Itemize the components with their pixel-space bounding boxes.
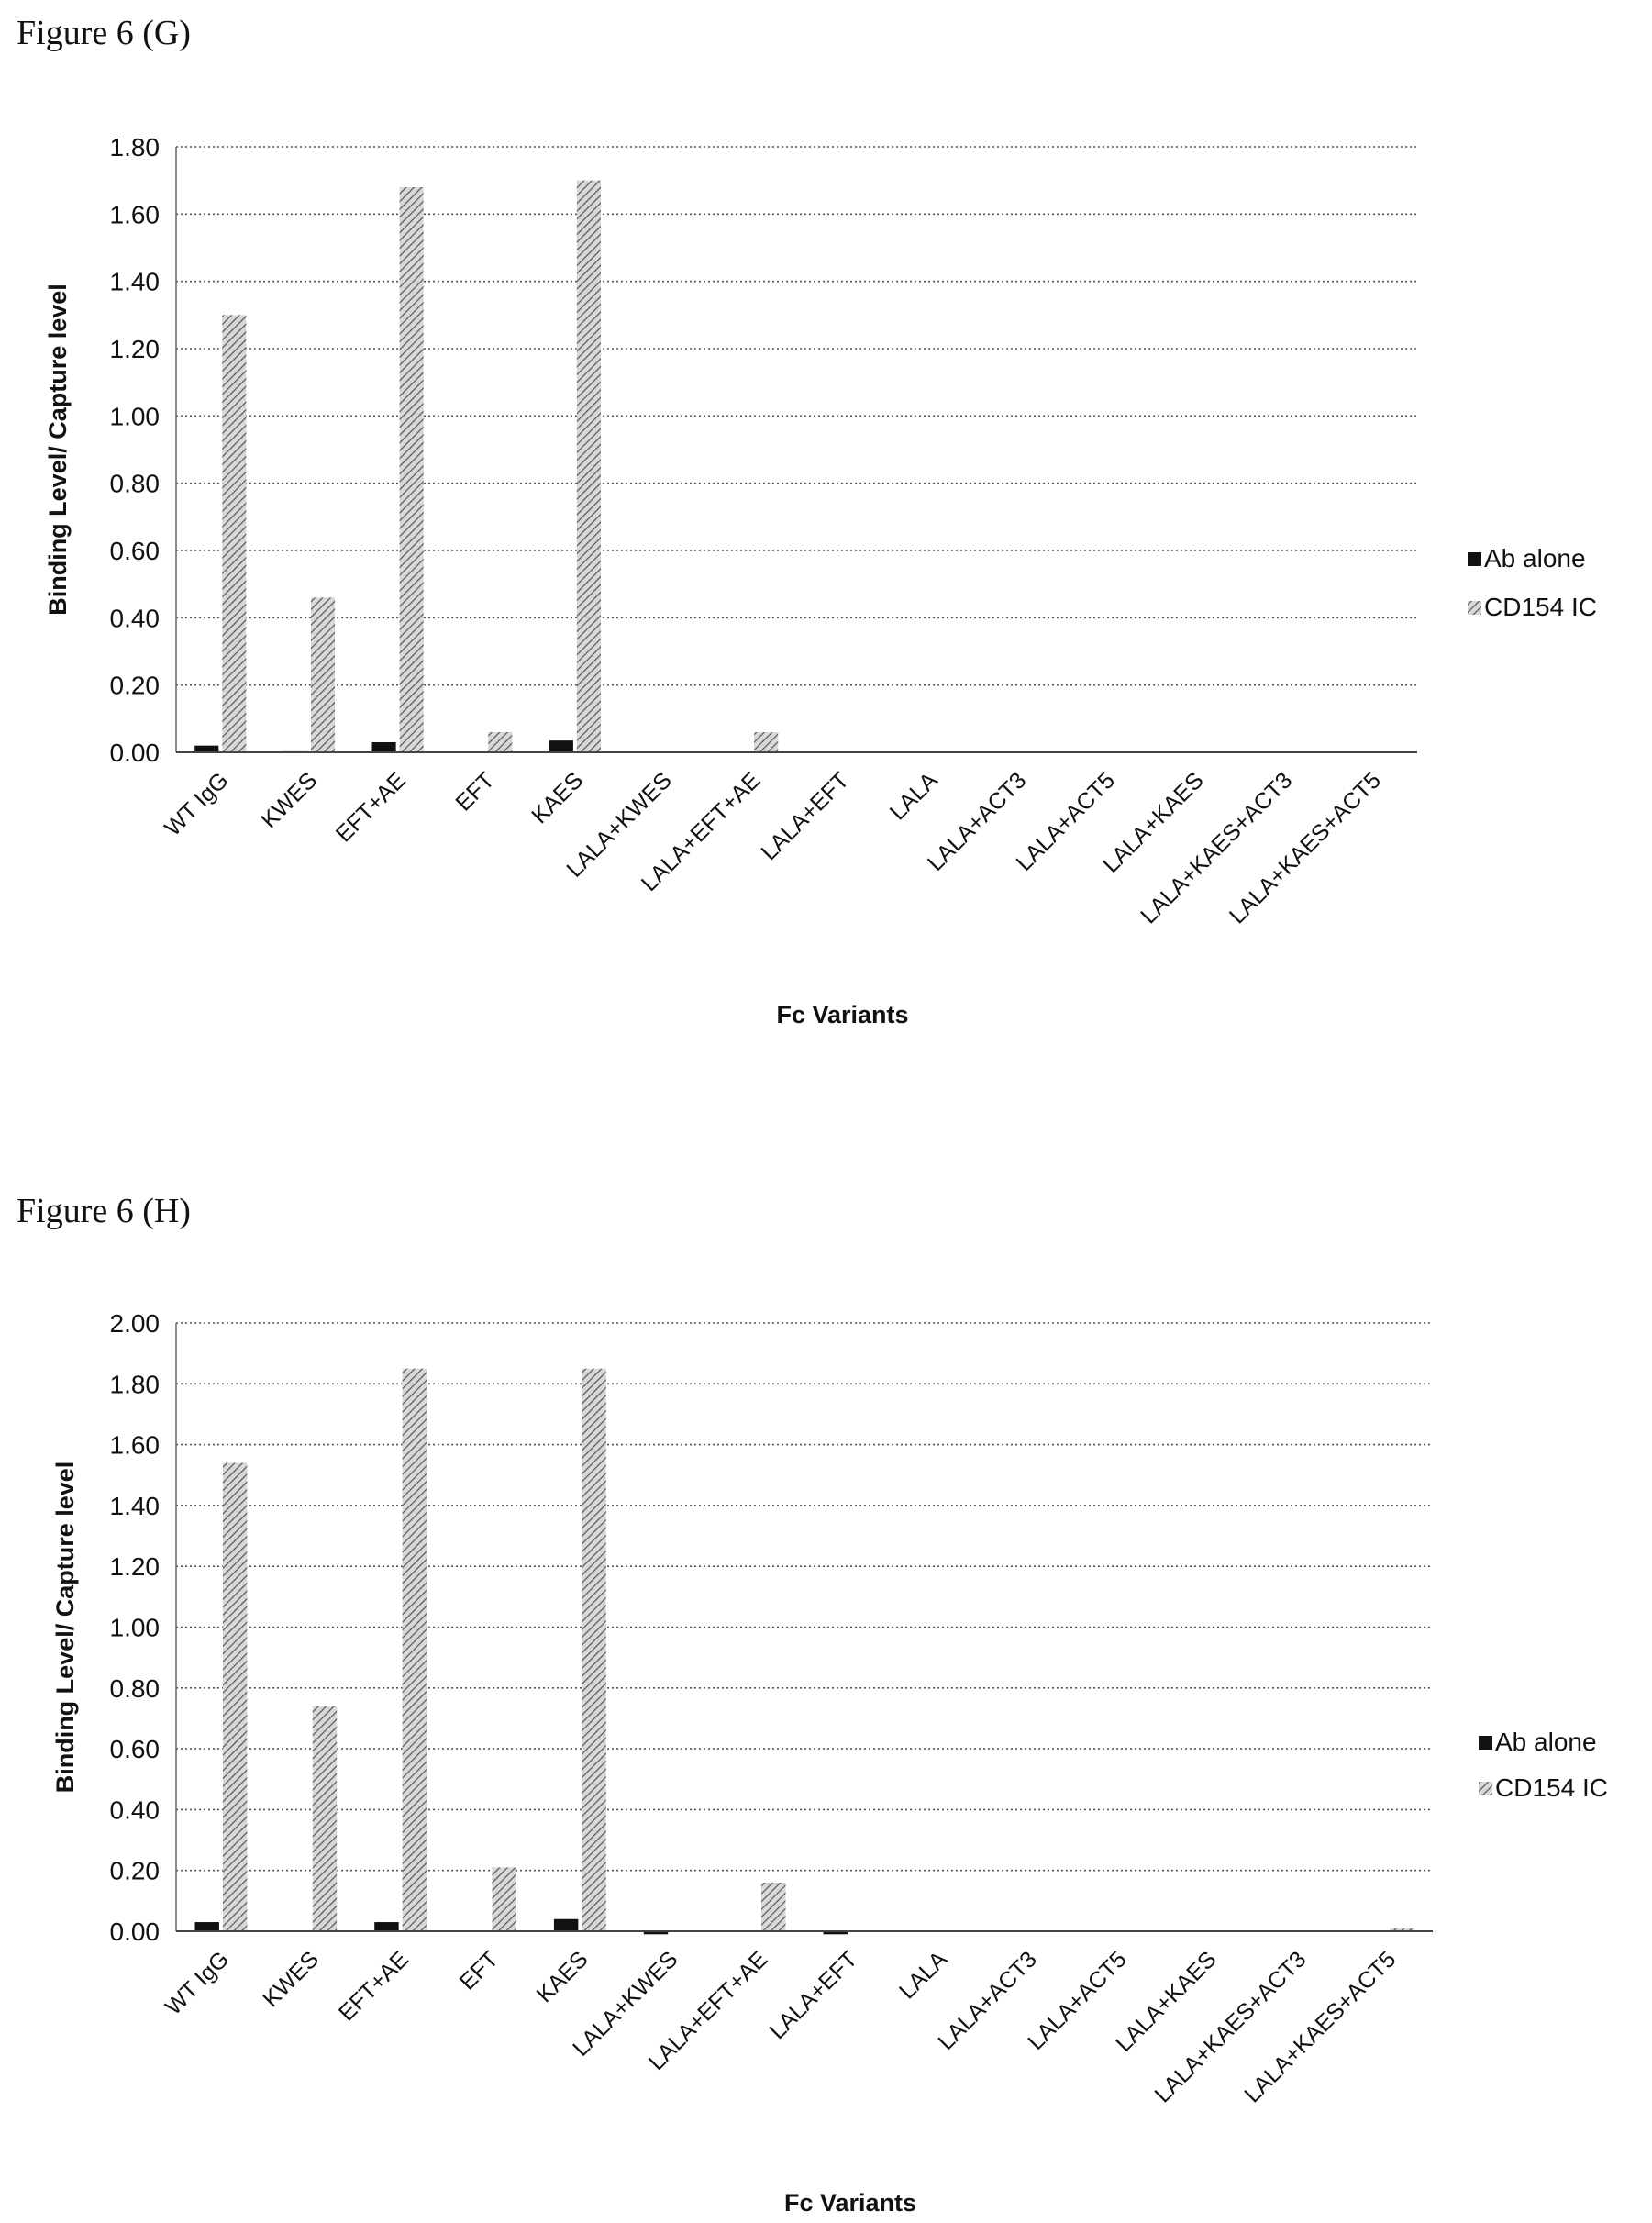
bar-cd154-ic <box>402 1368 427 1931</box>
legend-label-ab-alone: Ab alone <box>1495 1728 1597 1756</box>
bar-cd154-ic <box>488 732 513 752</box>
bar-ab-alone <box>553 1918 579 1931</box>
y-axis-title: Binding Level/ Capture level <box>51 1462 79 1794</box>
x-tick-label: KWES <box>256 767 322 833</box>
x-tick-label: KWES <box>258 1946 324 2012</box>
x-tick-label: LALA <box>894 1946 952 2004</box>
x-axis-title: Fc Variants <box>776 1001 908 1028</box>
y-tick-label: 1.00 <box>110 402 161 430</box>
bar-ab-alone <box>823 1931 848 1935</box>
y-tick-label: 1.80 <box>110 1370 161 1398</box>
legend-label-cd154-ic: CD154 IC <box>1484 593 1597 621</box>
chart-g: 0.00 0.20 0.40 0.60 0.80 1.00 1.20 1.40 1.60 1.80… <box>44 133 1597 1028</box>
x-tick-label: KAES <box>527 767 588 828</box>
y-tick-label: 0.60 <box>110 1735 161 1763</box>
x-tick-label: LALA+KAES+ACT5 <box>1225 767 1386 928</box>
bar-cd154-ic <box>1390 1928 1414 1931</box>
legend: Ab alone CD154 IC <box>1468 544 1597 621</box>
y-tick-label: 0.40 <box>110 1795 161 1824</box>
y-tick-label: 1.20 <box>110 335 161 363</box>
bar-cd154-ic <box>576 180 601 753</box>
legend-swatch-cd154-ic <box>1479 1782 1492 1795</box>
figure-h-title: Figure 6 (H) <box>17 1192 191 1230</box>
x-tick-label: WT IgG <box>160 767 233 840</box>
y-tick-label: 0.20 <box>110 1857 161 1885</box>
bar-cd154-ic <box>492 1867 516 1931</box>
y-tick-label: 1.80 <box>110 133 161 161</box>
x-tick-label: EFT <box>450 767 499 816</box>
y-tick-label: 0.40 <box>110 604 161 632</box>
y-tick-label: 1.40 <box>110 268 161 296</box>
x-axis-title: Fc Variants <box>784 2189 916 2217</box>
x-tick-label: LALA+EFT <box>756 767 854 865</box>
legend-swatch-ab-alone <box>1468 552 1481 566</box>
y-tick-label: 0.20 <box>110 672 161 700</box>
x-tick-label: LALA+KAES+ACT5 <box>1239 1946 1401 2107</box>
x-tick-label: WT IgG <box>161 1946 234 2019</box>
x-tick-label: KAES <box>532 1946 593 2007</box>
y-tick-label: 0.00 <box>110 739 161 767</box>
bar-cd154-ic <box>761 1882 786 1931</box>
y-tick-label: 1.00 <box>110 1614 161 1642</box>
figure-g-title: Figure 6 (G) <box>17 14 191 52</box>
bar-ab-alone <box>643 1931 669 1935</box>
bar-cd154-ic <box>312 1706 338 1931</box>
bar-cd154-ic <box>222 315 247 752</box>
legend: Ab alone CD154 IC <box>1479 1728 1608 1802</box>
y-tick-label: 0.80 <box>110 1674 161 1703</box>
legend-swatch-ab-alone <box>1479 1736 1492 1750</box>
y-tick-label: 0.00 <box>110 1917 161 1946</box>
x-tick-label: LALA+KAES+ACT3 <box>1136 767 1297 928</box>
x-tick-label: LALA+KAES+ACT3 <box>1149 1946 1311 2107</box>
chart-h: 0.00 0.20 0.40 0.60 0.80 1.00 1.20 1.40 1.60 1.80… <box>51 1309 1608 2217</box>
legend-swatch-cd154-ic <box>1468 601 1481 615</box>
y-tick-label: 1.40 <box>110 1492 161 1520</box>
y-tick-label: 0.60 <box>110 537 161 565</box>
x-tick-label: LALA+EFT <box>764 1946 862 2044</box>
bar-ab-alone <box>194 745 219 752</box>
y-axis-title: Binding Level/ Capture level <box>44 283 72 616</box>
bar-ab-alone <box>374 1922 399 1931</box>
y-tick-label: 1.20 <box>110 1552 161 1581</box>
legend-label-cd154-ic: CD154 IC <box>1495 1773 1608 1802</box>
bar-cd154-ic <box>310 597 336 752</box>
y-tick-label: 0.80 <box>110 470 161 498</box>
bar-cd154-ic <box>399 187 424 752</box>
y-tick-label: 1.60 <box>110 200 161 228</box>
bar-ab-alone <box>371 742 396 752</box>
x-tick-label: EFT+AE <box>331 767 411 847</box>
y-tick-label: 2.00 <box>110 1309 161 1338</box>
bar-cd154-ic <box>222 1462 248 1931</box>
bar-ab-alone <box>549 740 573 752</box>
x-tick-label: LALA <box>885 767 943 825</box>
x-tick-label: EFT+AE <box>334 1946 414 2026</box>
bar-cd154-ic <box>582 1368 606 1931</box>
x-tick-label: EFT <box>455 1946 504 1995</box>
y-tick-label: 1.60 <box>110 1431 161 1460</box>
bar-cd154-ic <box>754 732 779 752</box>
bar-ab-alone <box>194 1922 219 1931</box>
legend-label-ab-alone: Ab alone <box>1484 544 1586 572</box>
